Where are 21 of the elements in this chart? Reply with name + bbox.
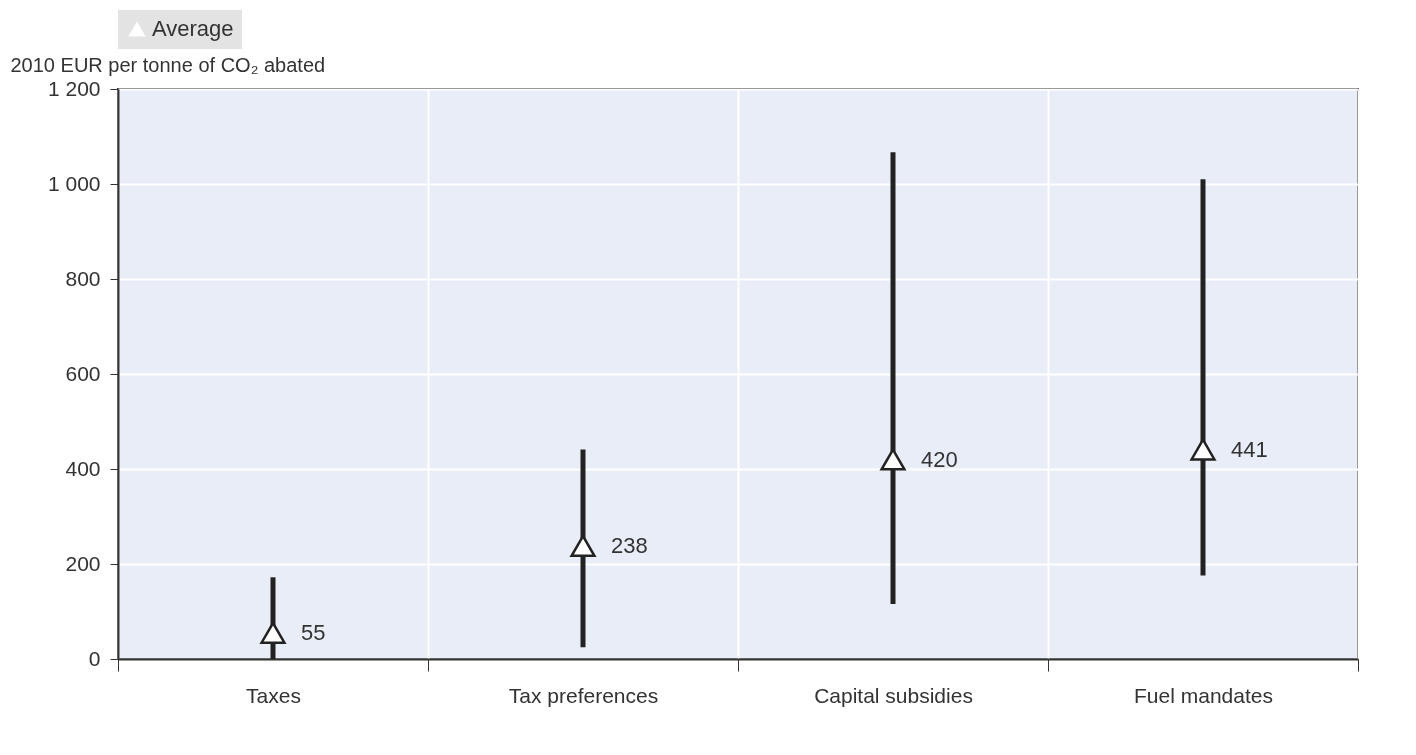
y-tick-label: 1 000 xyxy=(47,171,101,195)
data-label: 238 xyxy=(611,532,648,558)
x-tick-label: Taxes xyxy=(246,683,301,707)
point xyxy=(880,448,906,471)
y-tick-label: 800 xyxy=(65,266,101,290)
data-label: 441 xyxy=(1231,436,1268,462)
point xyxy=(1190,438,1216,461)
data-label: 55 xyxy=(301,619,326,645)
x-tick-label: Tax preferences xyxy=(508,683,659,707)
point xyxy=(570,534,596,558)
y-tick-label: 400 xyxy=(65,456,101,480)
y-axis-title: 2010 EUR per tonne of CO₂ abated xyxy=(10,53,326,76)
x-tick-label: Capital subsidies xyxy=(814,683,973,707)
legend-label: Average xyxy=(152,16,234,41)
y-tick-label: 600 xyxy=(65,361,101,385)
point xyxy=(260,621,286,644)
y-tick-label: 1 200 xyxy=(47,76,101,100)
data-label: 420 xyxy=(921,446,958,472)
x-tick-label: Fuel mandates xyxy=(1134,683,1273,707)
y-tick-label: 200 xyxy=(65,551,101,575)
y-tick-label: 0 xyxy=(88,646,101,670)
